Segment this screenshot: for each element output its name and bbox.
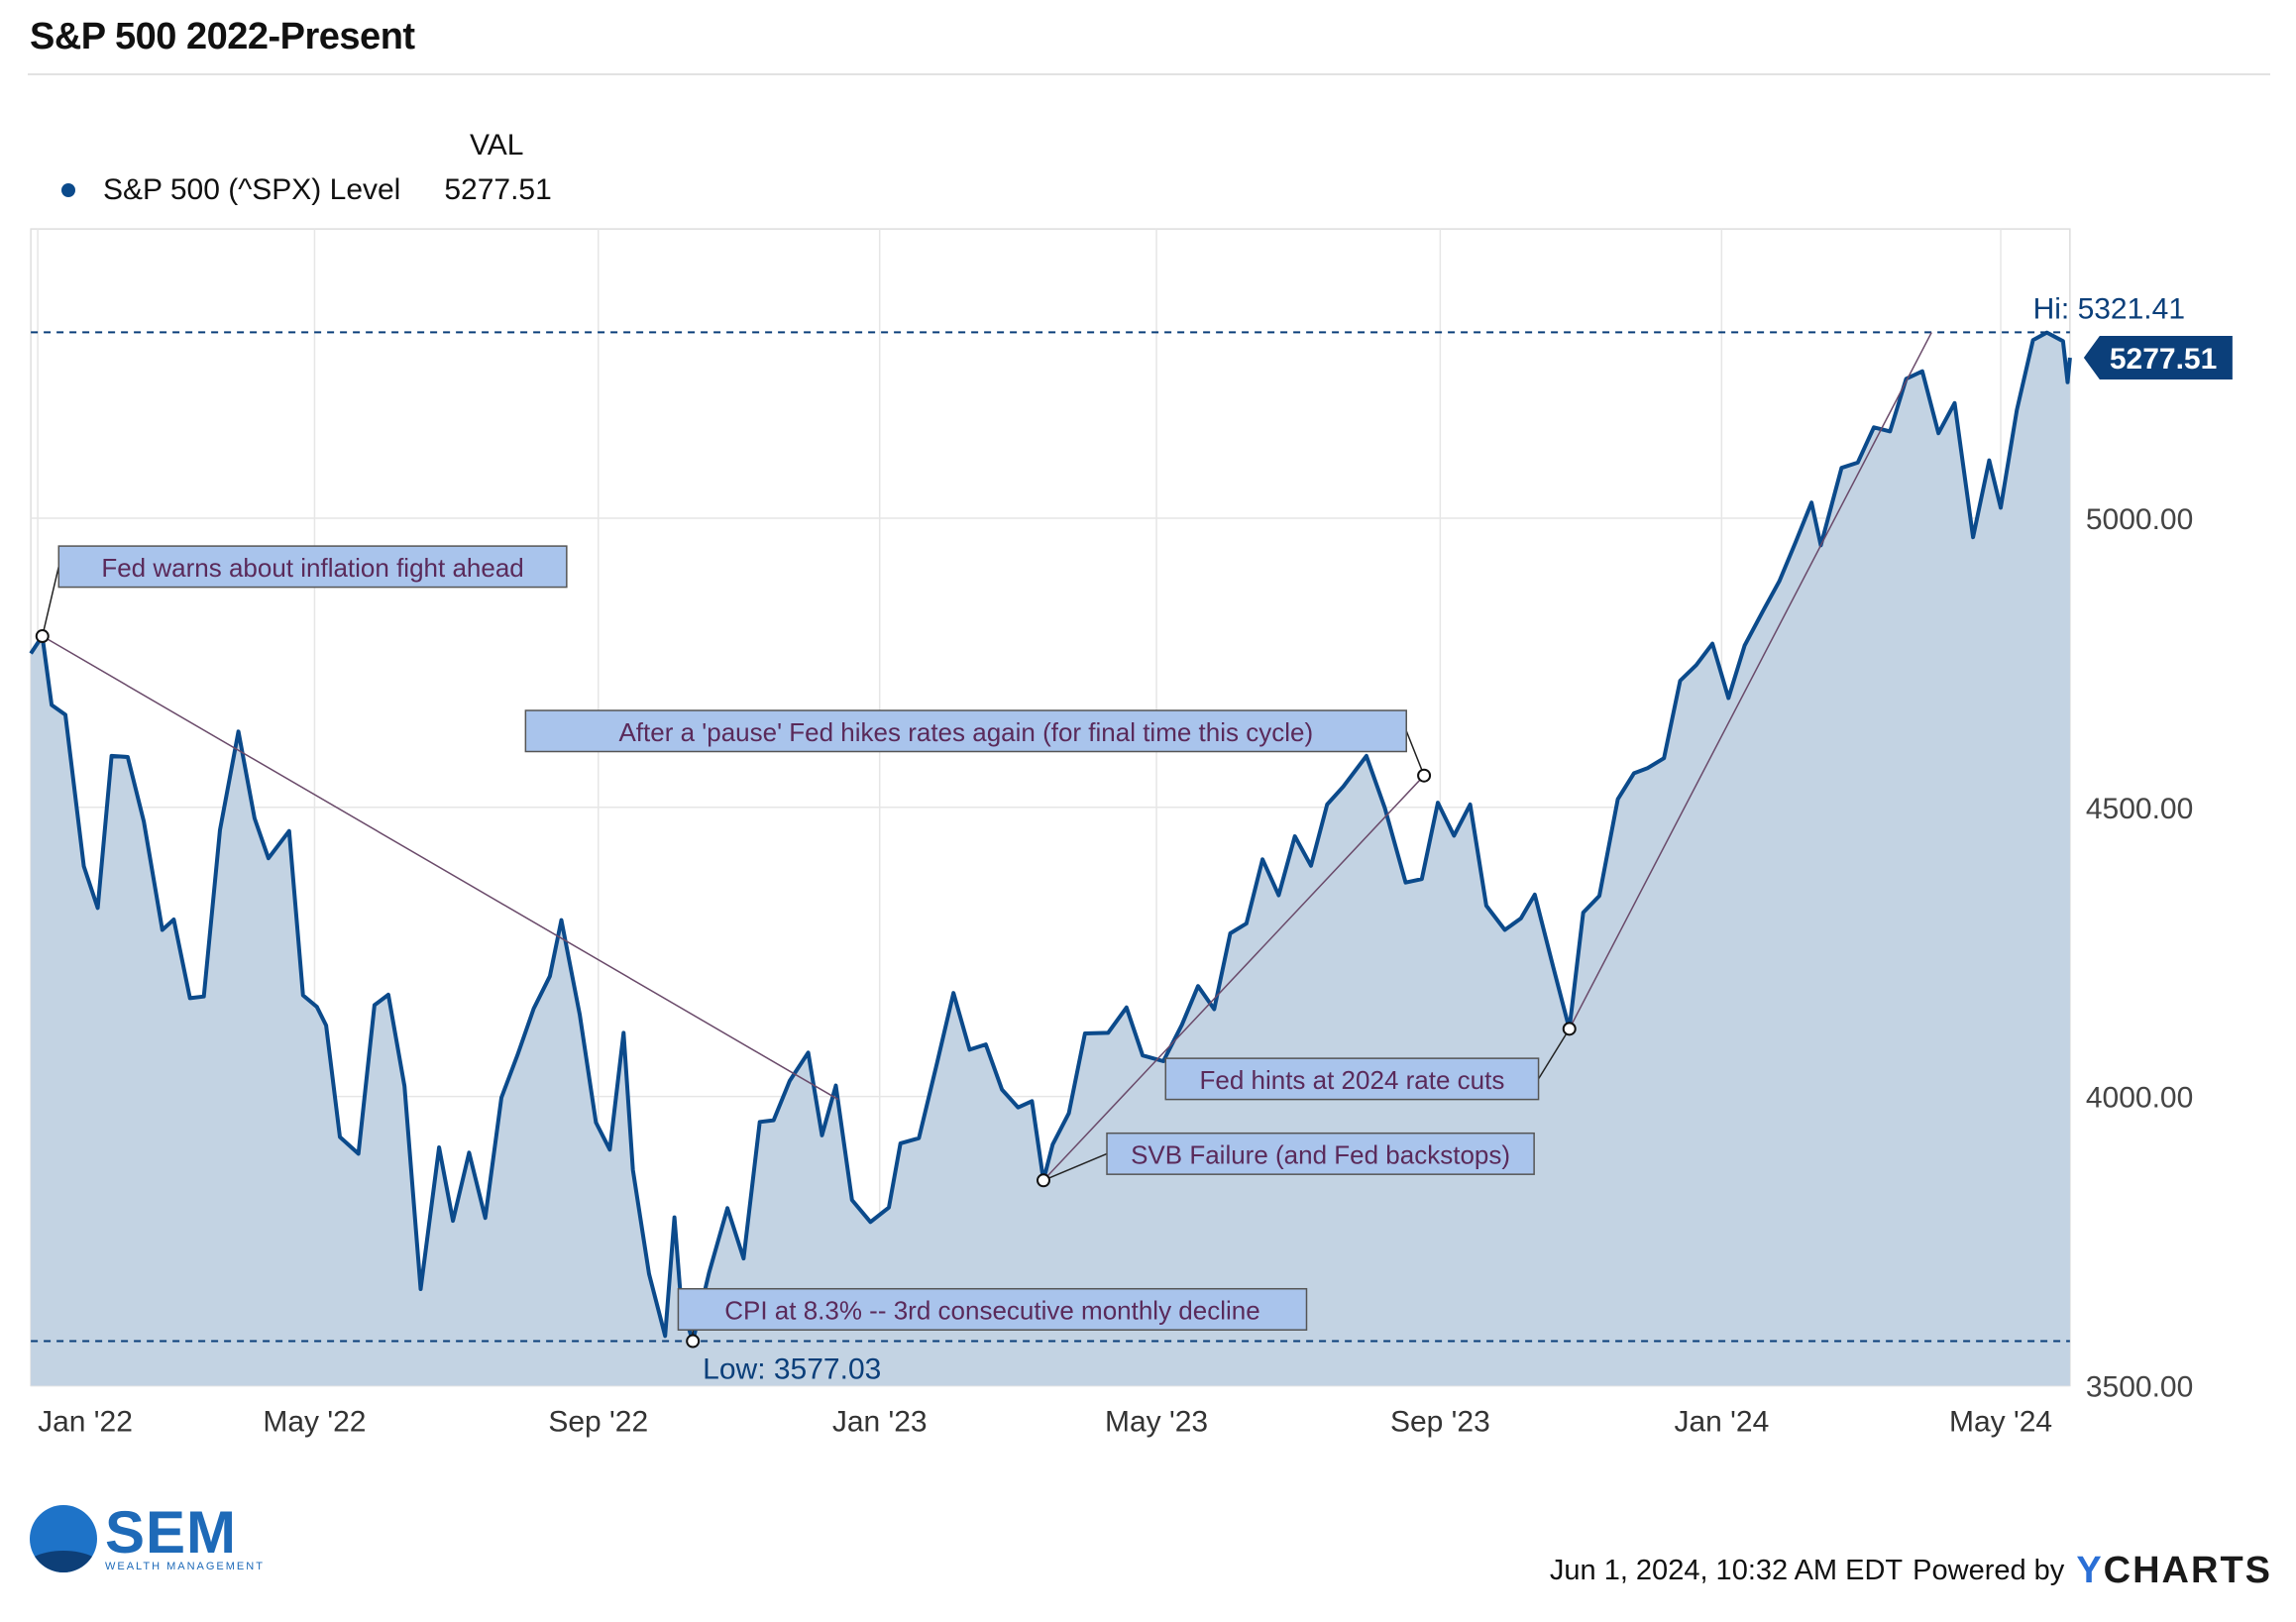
x-tick-label: Sep '22 [548,1405,648,1438]
last-value-label: 5277.51 [2110,343,2217,376]
sem-logo: SEM WEALTH MANAGEMENT [30,1499,265,1572]
legend-series-value: 5277.51 [444,173,552,206]
annotation-label: Fed hints at 2024 rate cuts [1199,1065,1504,1095]
annotation-box [57,545,568,589]
y-tick-label: 3500.00 [2086,1370,2193,1403]
legend-entry[interactable]: S&P 500 (^SPX) Level 5277.51 [61,173,552,207]
high-label: Hi: 5321.41 [2033,292,2185,325]
annotation-box [524,709,1407,753]
x-tick-label: Jan '23 [832,1405,928,1438]
annotation-point [1417,768,1432,783]
ycharts-brand-y: Y [2076,1550,2104,1591]
annotation-box [1106,1132,1535,1175]
ycharts-brand-rest: CHARTS [2103,1550,2272,1591]
x-tick-label: Jan '24 [1674,1405,1769,1438]
footer-timestamp: Jun 1, 2024, 10:32 AM EDT [1549,1555,1904,1586]
annotation-label: After a 'pause' Fed hikes rates again (f… [618,717,1313,747]
series-area [31,332,2070,1386]
x-tick-label: May '22 [263,1405,366,1438]
annotation-trend-line [1569,332,1932,1029]
annotation-label: SVB Failure (and Fed backstops) [1131,1139,1510,1169]
title-divider [28,73,2270,75]
footer-powered-by: Powered by [1913,1555,2065,1586]
annotation-box [677,1287,1308,1331]
annotation-point [1562,1022,1577,1036]
legend-series-name: S&P 500 (^SPX) Level [103,173,401,206]
annotation-leader [1537,1027,1571,1080]
legend-dot-icon [61,183,75,197]
y-tick-label: 5000.00 [2086,503,2193,536]
y-tick-label: 4000.00 [2086,1082,2193,1115]
legend-column-header: VAL [470,129,524,162]
annotation-leader [1042,1152,1108,1181]
ycharts-logo[interactable]: YCHARTS [2076,1550,2272,1592]
footer: Jun 1, 2024, 10:32 AM EDT Powered by YCH… [1550,1550,2272,1592]
annotation-leader [42,566,59,637]
annotation-point [35,629,50,644]
logo-name: SEM [105,1499,238,1566]
logo-subtitle: WEALTH MANAGEMENT [105,1561,265,1572]
annotation-point [1036,1173,1050,1188]
page-title: S&P 500 2022-Present [30,16,415,57]
annotation-trend-line [42,635,839,1101]
annotation-leader [1405,730,1425,776]
annotation-label: CPI at 8.3% -- 3rd consecutive monthly d… [724,1295,1259,1325]
low-label: Low: 3577.03 [703,1353,881,1386]
x-tick-label: Jan '22 [38,1405,133,1438]
annotation-point [686,1334,701,1349]
y-tick-label: 4500.00 [2086,793,2193,825]
sem-logo-icon [30,1505,97,1572]
last-value-flag [2083,335,2233,379]
x-tick-label: May '24 [1949,1405,2052,1438]
x-tick-label: Sep '23 [1390,1405,1490,1438]
series-line [29,330,2072,1344]
annotation-trend-line [1042,775,1425,1181]
annotation-box [1164,1057,1540,1101]
x-tick-label: May '23 [1105,1405,1208,1438]
annotation-label: Fed warns about inflation fight ahead [101,553,523,583]
